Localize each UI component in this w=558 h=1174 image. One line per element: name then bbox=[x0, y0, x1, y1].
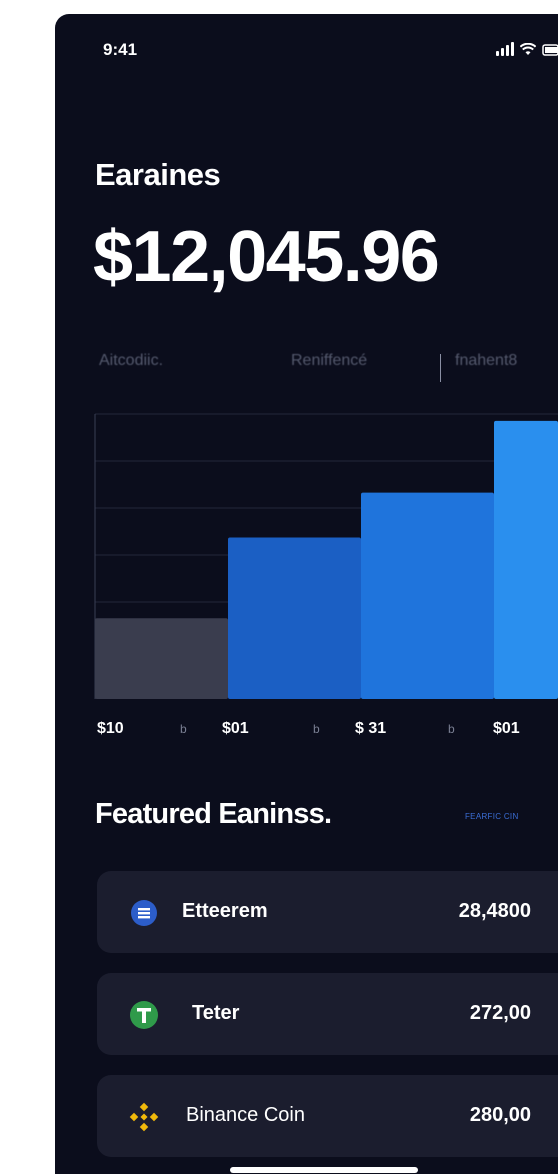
coin-row-tether[interactable]: Teter 272,00 bbox=[97, 973, 558, 1055]
signal-icon bbox=[496, 42, 514, 56]
x-separator: b bbox=[180, 722, 187, 736]
x-tick-label: $ 31 bbox=[355, 720, 387, 737]
tab-2[interactable]: Reniffencé bbox=[291, 352, 368, 369]
chart-bar bbox=[95, 618, 228, 699]
coin-name: Etteerem bbox=[182, 900, 268, 922]
wifi-icon bbox=[520, 43, 536, 56]
status-bar: 9:41 bbox=[55, 14, 558, 84]
period-tabs: Aitcodiic. Reniffencé fnahent8 bbox=[55, 352, 558, 382]
x-tick-label: $01 bbox=[493, 720, 520, 737]
coin-value: 28,4800 bbox=[458, 900, 531, 922]
tab-3[interactable]: fnahent8 bbox=[455, 352, 518, 369]
coin-value: 272,00 bbox=[469, 1002, 531, 1024]
battery-icon bbox=[542, 44, 558, 56]
ethereum-icon bbox=[129, 898, 159, 928]
chart-bar bbox=[361, 492, 494, 699]
chart-bar bbox=[494, 420, 558, 699]
x-separator: b bbox=[313, 722, 320, 736]
tab-1[interactable]: Aitcodiic. bbox=[99, 352, 164, 369]
x-axis-labels: $10 b $01 b $ 31 b $01 bbox=[55, 720, 558, 744]
x-tick-label: $10 bbox=[97, 720, 124, 737]
tether-icon bbox=[129, 1000, 159, 1030]
chart-svg bbox=[94, 413, 558, 699]
tab-divider bbox=[440, 354, 441, 382]
status-time: 9:41 bbox=[103, 40, 138, 59]
x-tick-label: $01 bbox=[222, 720, 249, 737]
featured-title: Featured Eaninss. bbox=[95, 798, 332, 830]
chart-bar bbox=[228, 537, 361, 699]
coin-name: Binance Coin bbox=[186, 1104, 305, 1126]
see-all-link[interactable]: FEARFIC CIN bbox=[465, 812, 519, 821]
coin-name: Teter bbox=[192, 1002, 240, 1024]
earnings-title: Earaines bbox=[95, 157, 221, 192]
coin-row-binance[interactable]: Binance Coin 280,00 bbox=[97, 1075, 558, 1157]
earnings-amount: $12,045.96 bbox=[93, 217, 440, 297]
status-icons bbox=[496, 40, 558, 56]
x-separator: b bbox=[448, 722, 455, 736]
phone-screen: 9:41 Earaines $12,045.96 Aitcodi bbox=[55, 14, 558, 1174]
home-indicator bbox=[230, 1167, 418, 1173]
coin-row-ethereum[interactable]: Etteerem 28,4800 bbox=[97, 871, 558, 953]
coin-value: 280,00 bbox=[469, 1104, 531, 1126]
binance-icon bbox=[129, 1102, 159, 1132]
earnings-chart bbox=[55, 394, 558, 714]
